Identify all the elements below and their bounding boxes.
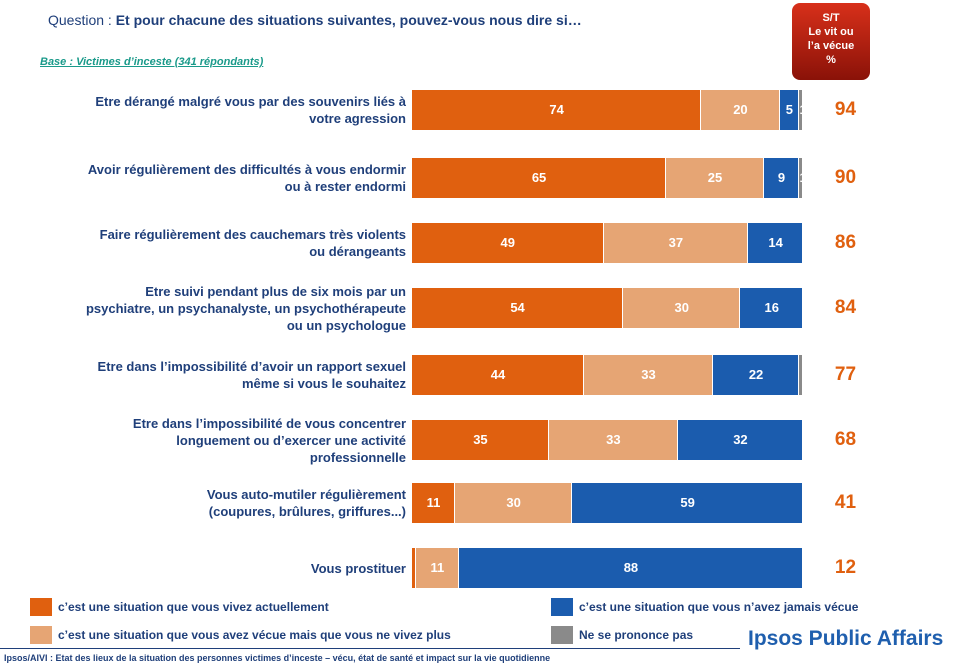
value-label: 30 [674, 300, 689, 315]
value-label: 35 [473, 432, 488, 447]
bar-segment [677, 420, 803, 460]
category-label: Vous prostituer [310, 560, 406, 576]
value-label: 37 [668, 235, 684, 250]
total-value: 77 [834, 364, 857, 385]
bar-segment [548, 420, 678, 460]
value-label: 33 [641, 367, 656, 382]
footer-rule [0, 648, 740, 649]
total-value: 94 [834, 99, 857, 120]
value-label: 9 [777, 170, 786, 185]
totals-header-line: l’a vécue [807, 40, 855, 52]
bar-segment [799, 90, 803, 130]
bar-segment [455, 483, 573, 523]
bar-segment [748, 223, 803, 263]
total-value: 86 [834, 232, 857, 253]
value-label: 65 [531, 170, 547, 185]
bar-segment [412, 288, 624, 328]
bar-segment [415, 548, 459, 588]
legend-label: c’est une situation que vous avez vécue … [58, 628, 451, 642]
bar-segment [572, 483, 803, 523]
base: Base : Victimes d’inceste (341 répondant… [40, 56, 264, 68]
question: Question : Et pour chacune des situation… [48, 12, 582, 28]
value-label: 88 [623, 560, 639, 575]
legend-label: c’est une situation que vous vivez actue… [58, 600, 329, 614]
totals-header-line: % [826, 54, 836, 66]
value-label: 30 [506, 495, 521, 510]
footer: Ipsos/AIVI : Etat des lieux de la situat… [4, 653, 551, 663]
value-label: 32 [733, 432, 748, 447]
chart-title: Et pour chacune des situations suivantes… [115, 12, 582, 28]
category-label: Etre dans l’impossibilité d’avoir un rap… [97, 359, 406, 391]
bar-segment [779, 90, 800, 130]
category-label: Vous auto-mutiler régulièrement (coupure… [206, 487, 406, 519]
value-label: 25 [707, 170, 723, 185]
value-label: 1 [799, 170, 807, 185]
bar-segment [412, 90, 702, 130]
bar-segment [412, 223, 604, 263]
bar-segment [740, 288, 803, 328]
bar-segment [623, 288, 741, 328]
value-label: 20 [733, 102, 748, 117]
bar-segment [799, 355, 803, 395]
bar-segment [412, 483, 455, 523]
legend-swatch [551, 598, 573, 616]
value-label: 11 [430, 560, 445, 575]
legend-swatch [551, 626, 573, 644]
value-label: 5 [785, 102, 793, 117]
bar-segment [701, 90, 780, 130]
total-value: 68 [834, 429, 857, 450]
bar-segment [412, 420, 549, 460]
bar-segment [412, 548, 416, 588]
bar-segment [412, 158, 667, 198]
value-label: 54 [510, 300, 525, 315]
category-label: Avoir régulièrement des difficultés à vo… [87, 162, 406, 194]
legend-label: Ne se prononce pas [579, 628, 694, 642]
value-label: 1 [799, 102, 807, 117]
total-value: 84 [834, 297, 857, 318]
value-label: 16 [764, 300, 779, 315]
category-label: Etre dans l’impossibilité de vous concen… [132, 415, 406, 465]
category-label: Etre suivi pendant plus de six mois par … [85, 283, 406, 333]
value-label: 44 [490, 367, 506, 382]
value-label: 14 [768, 235, 783, 250]
value-label: 33 [606, 432, 621, 447]
bar-segment [763, 158, 800, 198]
category-label: Etre dérangé malgré vous par des souveni… [95, 94, 406, 126]
bar-segment [584, 355, 714, 395]
bar-segment [412, 355, 585, 395]
question-label: Question : [48, 12, 112, 28]
totals-header: S/T Le vit ou l’a vécue% [792, 3, 870, 80]
value-label: 22 [748, 367, 764, 382]
bar-segment [799, 158, 803, 198]
total-value: 90 [834, 167, 857, 188]
category-label: Faire régulièrement des cauchemars très … [99, 227, 406, 259]
legend-swatch [30, 626, 52, 644]
bar-segment [603, 223, 749, 263]
totals-header-line: S/T [822, 12, 840, 24]
brand: Ipsos Public Affairs [748, 627, 944, 650]
value-label: 74 [549, 102, 564, 117]
value-label: 11 [426, 495, 441, 510]
bar-segment [713, 355, 800, 395]
legend-label: c’est une situation que vous n’avez jama… [579, 600, 859, 614]
bar-segment [666, 158, 764, 198]
legend-swatch [30, 598, 52, 616]
value-label: 59 [680, 495, 695, 510]
totals-header-line: Le vit ou [808, 26, 854, 38]
value-label: 49 [500, 235, 516, 250]
total-value: 41 [834, 492, 857, 513]
bar-segment [458, 548, 803, 588]
total-value: 12 [834, 557, 857, 578]
